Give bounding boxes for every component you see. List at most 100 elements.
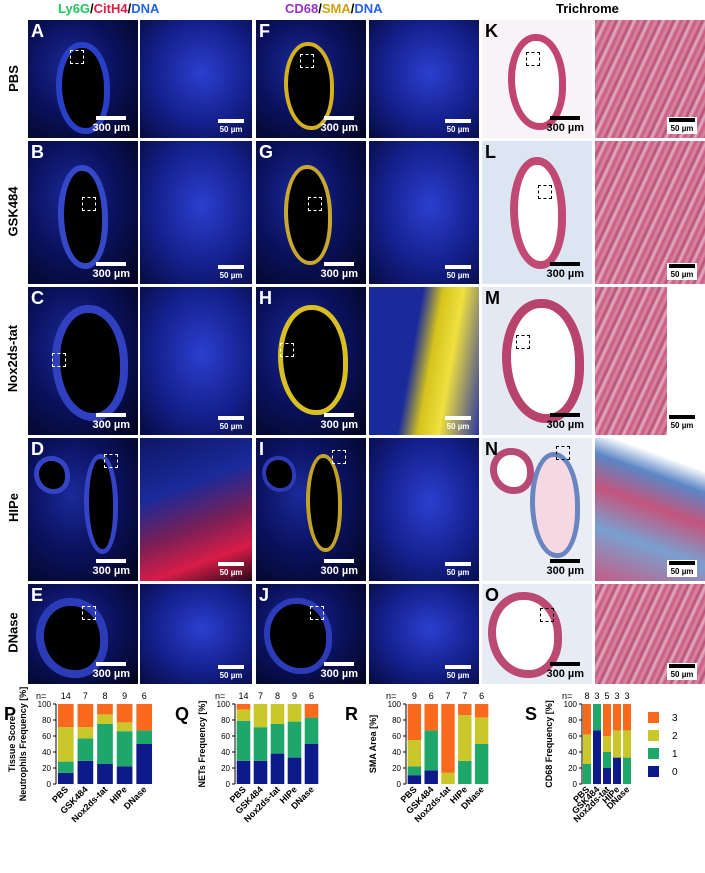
bar-segment-score-2 bbox=[77, 727, 94, 739]
bar-segment-score-2 bbox=[57, 727, 74, 762]
header-cd68: CD68 bbox=[285, 1, 319, 16]
n-value: 7 bbox=[83, 691, 88, 701]
scale-bar-300: 300 µm bbox=[92, 559, 130, 577]
scale-bar-300: 300 µm bbox=[546, 262, 584, 280]
bar-segment-score-1 bbox=[583, 764, 591, 784]
row-label-hipe: HIPe bbox=[0, 436, 26, 578]
scale-bar-50: 50 µm bbox=[445, 265, 471, 280]
bar-segment-score-0 bbox=[603, 768, 611, 784]
header-cd68-sma-dna: CD68/SMA/DNA bbox=[285, 1, 383, 16]
vessel-outline bbox=[530, 452, 580, 558]
header-sep: / bbox=[127, 1, 132, 16]
bar-segment-score-1 bbox=[97, 724, 113, 764]
legend-label: 2 bbox=[672, 731, 678, 742]
scale-bar-300: 300 µm bbox=[92, 116, 130, 134]
zoom-region-box bbox=[310, 606, 324, 620]
image-panel-h: H 300 µm bbox=[256, 287, 366, 435]
scale-bar-300: 300 µm bbox=[546, 662, 584, 680]
y-tick-label: 20 bbox=[392, 764, 401, 773]
row-label-pbs: PBS bbox=[0, 20, 26, 137]
scale-bar-50: 50 µm bbox=[445, 562, 471, 577]
image-panel-i: I 300 µm bbox=[256, 438, 366, 581]
vessel-outline bbox=[34, 456, 70, 494]
bar-segment-score-2 bbox=[613, 730, 621, 758]
bar-segment-score-3 bbox=[613, 704, 621, 731]
y-axis-label: NETs Frequency [%] bbox=[197, 701, 207, 788]
y-tick-label: 60 bbox=[568, 732, 577, 741]
image-panel-e-zoom: 50 µm bbox=[140, 584, 252, 684]
y-tick-label: 0 bbox=[397, 780, 402, 789]
zoom-region-box bbox=[516, 335, 530, 349]
scale-bar-50: 50 µm bbox=[218, 416, 244, 431]
header-sma: SMA bbox=[321, 1, 351, 16]
bar-segment-score-3 bbox=[441, 704, 455, 773]
y-axis-label: CD68 Frequency [%] bbox=[544, 700, 554, 788]
scale-bar-300: 300 µm bbox=[320, 559, 358, 577]
vessel-outline bbox=[52, 305, 128, 421]
image-panel-e: E 300 µm bbox=[28, 584, 138, 684]
scale-bar-50: 50 µm bbox=[667, 263, 697, 280]
vessel-outline bbox=[488, 592, 562, 678]
zoom-region-box bbox=[526, 52, 540, 66]
panel-letter: L bbox=[485, 142, 496, 162]
bar-segment-score-2 bbox=[253, 704, 268, 728]
n-value: 7 bbox=[258, 691, 263, 701]
scale-bar-300: 300 µm bbox=[546, 559, 584, 577]
panel-letter: F bbox=[259, 21, 270, 41]
image-panel-o: O 300 µm bbox=[482, 584, 592, 684]
y-axis-label: Tissue Score bbox=[7, 716, 17, 772]
n-label: n= bbox=[386, 691, 396, 701]
bar-segment-score-3 bbox=[97, 704, 113, 715]
image-panel-f-zoom: 50 µm bbox=[369, 20, 479, 138]
bar-segment-score-0 bbox=[136, 744, 153, 784]
bar-segment-score-3 bbox=[603, 704, 611, 736]
image-panel-h-zoom: 50 µm bbox=[369, 287, 479, 435]
y-tick-label: 80 bbox=[392, 716, 401, 725]
n-value: 14 bbox=[238, 691, 248, 701]
bar-segment-score-1 bbox=[407, 766, 422, 776]
y-tick-label: 80 bbox=[221, 716, 230, 725]
bar-segment-score-3 bbox=[424, 704, 438, 731]
bar-segment-score-0 bbox=[593, 730, 601, 784]
legend-swatch-3 bbox=[648, 712, 659, 723]
bar-segment-score-0 bbox=[253, 760, 268, 784]
image-panel-m-zoom: 50 µm bbox=[595, 287, 705, 435]
header-dna: DNA bbox=[354, 1, 383, 16]
row-label-text: HIPe bbox=[5, 492, 21, 522]
zoom-region-box bbox=[104, 454, 118, 468]
bar-segment-score-0 bbox=[97, 764, 113, 784]
vessel-outline bbox=[84, 454, 118, 554]
bar-segment-score-1 bbox=[474, 744, 489, 784]
bar-segment-score-0 bbox=[613, 757, 621, 784]
image-panel-f: F 300 µm bbox=[256, 20, 366, 138]
bar-segment-score-3 bbox=[583, 704, 591, 735]
image-panel-d: D 300 µm bbox=[28, 438, 138, 581]
bar-segment-score-3 bbox=[407, 704, 422, 740]
header-ly6g: Ly6G bbox=[58, 1, 91, 16]
bar-segment-score-0 bbox=[287, 757, 302, 784]
row-label-nox2ds-tat: Nox2ds-tat bbox=[0, 285, 26, 432]
n-value: 14 bbox=[61, 691, 71, 701]
y-tick-label: 20 bbox=[568, 764, 577, 773]
y-tick-label: 0 bbox=[47, 780, 52, 789]
image-panel-g: G 300 µm bbox=[256, 141, 366, 284]
panel-letter: K bbox=[485, 21, 498, 41]
zoom-region-box bbox=[300, 54, 314, 68]
zoom-region-box bbox=[82, 197, 96, 211]
y-tick-label: 40 bbox=[221, 748, 230, 757]
y-tick-label: 100 bbox=[564, 700, 578, 709]
bar-segment-score-0 bbox=[424, 770, 438, 784]
scale-bar-300: 300 µm bbox=[92, 662, 130, 680]
image-panel-d-zoom: 50 µm bbox=[140, 438, 252, 581]
scale-bar-300: 300 µm bbox=[320, 262, 358, 280]
bar-segment-score-1 bbox=[136, 730, 153, 744]
bar-segment-score-2 bbox=[441, 772, 455, 784]
zoom-region-box bbox=[540, 608, 554, 622]
y-axis-label: SMA Area [%] bbox=[368, 715, 378, 773]
bar-segment-score-1 bbox=[623, 757, 631, 784]
bar-segment-score-3 bbox=[236, 704, 251, 710]
y-tick-label: 80 bbox=[568, 716, 577, 725]
bar-segment-score-1 bbox=[287, 721, 302, 758]
bar-segment-score-3 bbox=[136, 704, 153, 731]
